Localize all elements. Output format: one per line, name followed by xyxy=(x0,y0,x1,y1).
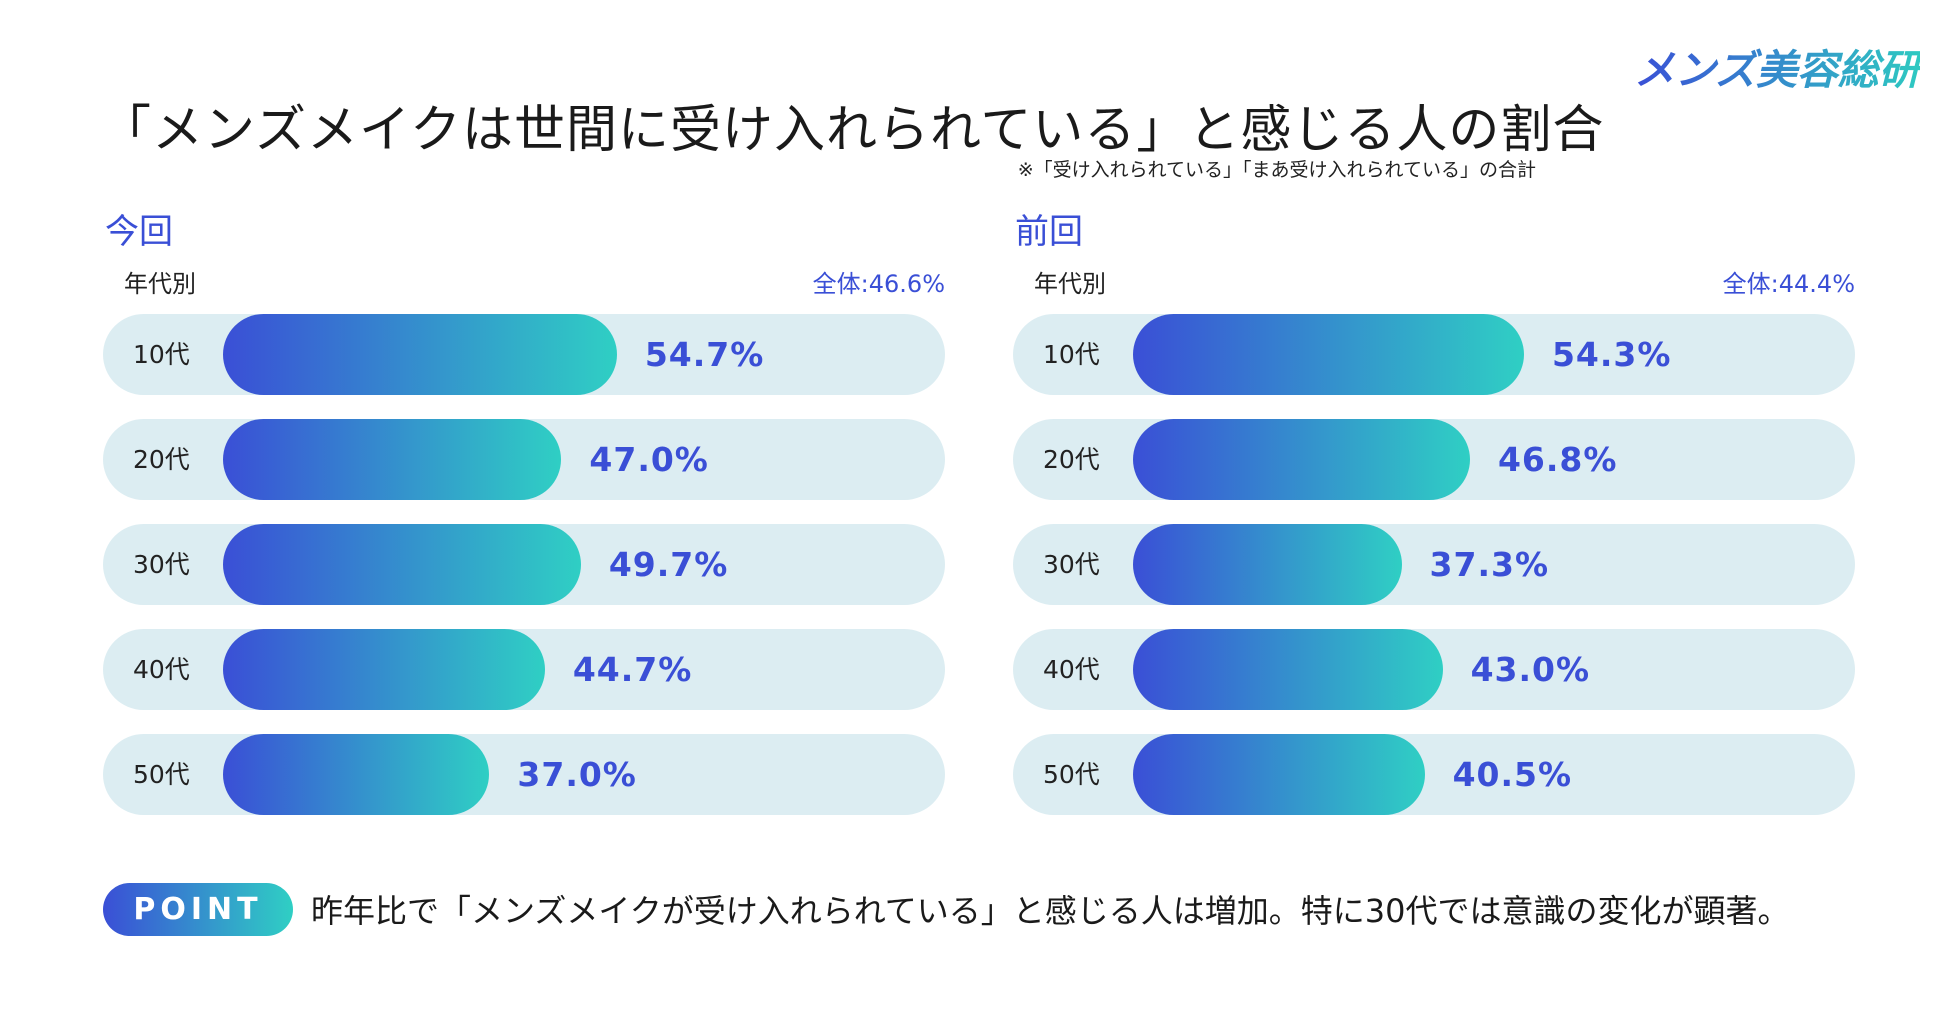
value-label: 43.0% xyxy=(1470,650,1591,689)
bar xyxy=(223,734,490,815)
bar-track: 30代 37.3% xyxy=(1013,524,1855,605)
bar xyxy=(1133,629,1443,710)
bar xyxy=(223,419,562,500)
point-badge: POINT xyxy=(103,883,293,936)
group-label-current: 年代別 xyxy=(124,270,196,298)
category-label: 40代 xyxy=(1043,655,1100,684)
category-label: 20代 xyxy=(1043,445,1100,474)
bar xyxy=(223,629,545,710)
bar xyxy=(1133,734,1425,815)
value-label: 54.3% xyxy=(1551,335,1672,374)
bar-track: 50代 37.0% xyxy=(103,734,945,815)
bar xyxy=(1133,524,1402,605)
bar-track: 50代 40.5% xyxy=(1013,734,1855,815)
value-label: 46.8% xyxy=(1497,440,1618,479)
bar-rows-previous: 10代 54.3% 20代 46.8% 30代 37.3% 40代 43.0% 50代 40.5% xyxy=(1013,314,1855,815)
bar-rows-current: 10代 54.7% 20代 47.0% 30代 49.7% 40代 44.7% 50代 37.0% xyxy=(103,314,945,815)
category-label: 10代 xyxy=(1043,340,1100,369)
value-label: 37.0% xyxy=(517,755,637,794)
category-label: 50代 xyxy=(1043,760,1100,789)
bar xyxy=(1133,314,1524,395)
bar xyxy=(223,524,581,605)
bar-track: 40代 44.7% xyxy=(103,629,945,710)
chart-current: 今回 年代別 全体:46.6% 10代 54.7% 20代 47.0% 30代 49.7%… xyxy=(103,208,945,839)
category-label: 30代 xyxy=(1043,550,1100,579)
value-label: 54.7% xyxy=(644,335,765,374)
point-text: 昨年比で「メンズメイクが受け入れられている」と感じる人は増加。特に30代では意識… xyxy=(311,892,1790,930)
total-label-previous: 全体:44.4% xyxy=(1722,270,1855,298)
page-title: 「メンズメイクは世間に受け入れられている」と感じる人の割合 xyxy=(100,101,1605,160)
bar-track: 20代 47.0% xyxy=(103,419,945,500)
value-label: 44.7% xyxy=(572,650,693,689)
chart-previous: 前回 年代別 全体:44.4% 10代 54.3% 20代 46.8% 30代 37.3%… xyxy=(1013,208,1855,839)
bar xyxy=(223,314,617,395)
brand-logo: メンズ美容総研 xyxy=(1634,36,1920,96)
bar-track: 10代 54.7% xyxy=(103,314,945,395)
value-label: 47.0% xyxy=(589,440,709,479)
total-label-current: 全体:46.6% xyxy=(812,270,945,298)
bar-track: 40代 43.0% xyxy=(1013,629,1855,710)
value-label: 40.5% xyxy=(1452,755,1573,794)
bar-track: 20代 46.8% xyxy=(1013,419,1855,500)
footnote: ※「受け入れられている」「まあ受け入れられている」の合計 xyxy=(1017,159,1536,181)
bar-track: 30代 49.7% xyxy=(103,524,945,605)
chart-title-previous: 前回 xyxy=(1015,212,1083,252)
group-label-previous: 年代別 xyxy=(1034,270,1106,298)
chart-title-current: 今回 xyxy=(105,212,173,252)
category-label: 30代 xyxy=(133,550,190,579)
value-label: 49.7% xyxy=(608,545,729,584)
category-label: 10代 xyxy=(133,340,190,369)
category-label: 20代 xyxy=(133,445,190,474)
value-label: 37.3% xyxy=(1429,545,1550,584)
bar-track: 10代 54.3% xyxy=(1013,314,1855,395)
category-label: 50代 xyxy=(133,760,190,789)
category-label: 40代 xyxy=(133,655,190,684)
bar xyxy=(1133,419,1470,500)
